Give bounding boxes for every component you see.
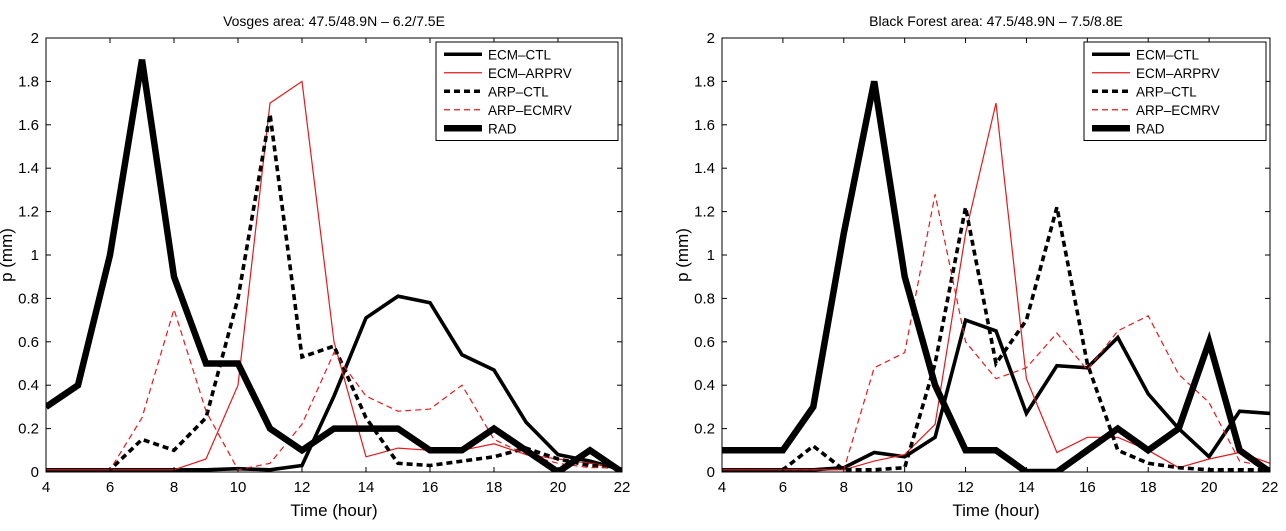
x-tick-label: 6 <box>106 479 114 496</box>
x-tick-label: 10 <box>230 479 247 496</box>
y-tick-label: 0 <box>31 464 39 481</box>
chart-panel-1: Vosges area: 47.5/48.9N – 6.2/7.5E4 6 8 10 1… <box>0 13 630 520</box>
y-tick-label: 1.8 <box>694 73 715 90</box>
x-tick-label: 18 <box>486 479 503 496</box>
chart-panel-2: Black Forest area: 47.5/48.9N – 7.5/8.8E… <box>673 13 1278 520</box>
x-tick-label: 22 <box>1262 479 1279 496</box>
y-tick-label: 1.4 <box>694 160 715 177</box>
y-tick-label: 2 <box>31 30 39 47</box>
legend: ECM–CTL ECM–ARPRV ARP–CTL ARP–ECMRV RAD <box>435 41 619 141</box>
y-tick-label: 0.4 <box>18 377 39 394</box>
x-tick-label: 22 <box>614 479 631 496</box>
legend-label-ecm-ctl: ECM–CTL <box>1136 47 1200 62</box>
x-tick-label: 16 <box>1079 479 1096 496</box>
series-line-rad <box>46 59 622 472</box>
legend-label-arp-ecmrv: ARP–ECMRV <box>1136 103 1220 118</box>
series-group <box>46 59 622 472</box>
x-tick-label: 6 <box>779 479 787 496</box>
chart-title: Vosges area: 47.5/48.9N – 6.2/7.5E <box>223 13 445 29</box>
x-tick-label: 4 <box>42 479 50 496</box>
x-tick-label: 10 <box>896 479 913 496</box>
y-tick-label: 0.2 <box>18 421 39 438</box>
y-tick-label: 0 <box>707 464 715 481</box>
x-tick-label: 20 <box>550 479 567 496</box>
y-tick-label: 2 <box>707 30 715 47</box>
y-tick-label: 1.6 <box>18 117 39 134</box>
legend-label-ecm-ctl: ECM–CTL <box>488 47 552 62</box>
y-tick-label: 0.8 <box>18 290 39 307</box>
x-tick-label: 12 <box>957 479 974 496</box>
y-tick-label: 0.6 <box>18 334 39 351</box>
x-axis-label: Time (hour) <box>290 501 377 520</box>
y-tick-label: 1.2 <box>18 204 39 221</box>
legend-label-ecm-arprv: ECM–ARPRV <box>488 66 572 81</box>
x-tick-label: 18 <box>1140 479 1157 496</box>
legend-label-arp-ctl: ARP–CTL <box>1136 84 1197 99</box>
legend-label-arp-ctl: ARP–CTL <box>488 84 549 99</box>
legend-label-rad: RAD <box>1136 121 1165 136</box>
y-tick-label: 1 <box>31 247 39 264</box>
x-tick-label: 8 <box>840 479 848 496</box>
y-tick-label: 1.6 <box>694 117 715 134</box>
x-tick-label: 20 <box>1201 479 1218 496</box>
series-line-arp-ecmrv <box>46 307 622 471</box>
y-tick-label: 0.2 <box>694 421 715 438</box>
x-tick-label: 12 <box>294 479 311 496</box>
chart-title: Black Forest area: 47.5/48.9N – 7.5/8.8E <box>869 13 1123 29</box>
y-tick-label: 0.4 <box>694 377 715 394</box>
x-tick-label: 16 <box>422 479 439 496</box>
y-axis-label: p (mm) <box>0 228 16 282</box>
x-tick-label: 4 <box>718 479 726 496</box>
x-tick-label: 8 <box>170 479 178 496</box>
series-line-rad <box>722 80 1270 472</box>
legend-label-ecm-arprv: ECM–ARPRV <box>1136 66 1220 81</box>
y-axis-label: p (mm) <box>673 228 692 282</box>
series-line-arp-ecmrv <box>722 194 1270 471</box>
series-line-arp-ctl <box>722 206 1270 472</box>
legend-label-rad: RAD <box>488 121 517 136</box>
x-tick-label: 14 <box>1018 479 1035 496</box>
series-group <box>722 80 1270 472</box>
legend-label-arp-ecmrv: ARP–ECMRV <box>488 103 572 118</box>
x-axis-label: Time (hour) <box>952 501 1039 520</box>
y-tick-label: 0.6 <box>694 334 715 351</box>
y-tick-label: 1 <box>707 247 715 264</box>
y-tick-label: 1.4 <box>18 160 39 177</box>
x-tick-label: 14 <box>358 479 375 496</box>
y-tick-label: 1.2 <box>694 204 715 221</box>
y-tick-label: 0.8 <box>694 290 715 307</box>
legend: ECM–CTL ECM–ARPRV ARP–CTL ARP–ECMRV RAD <box>1083 41 1267 141</box>
y-tick-label: 1.8 <box>18 73 39 90</box>
